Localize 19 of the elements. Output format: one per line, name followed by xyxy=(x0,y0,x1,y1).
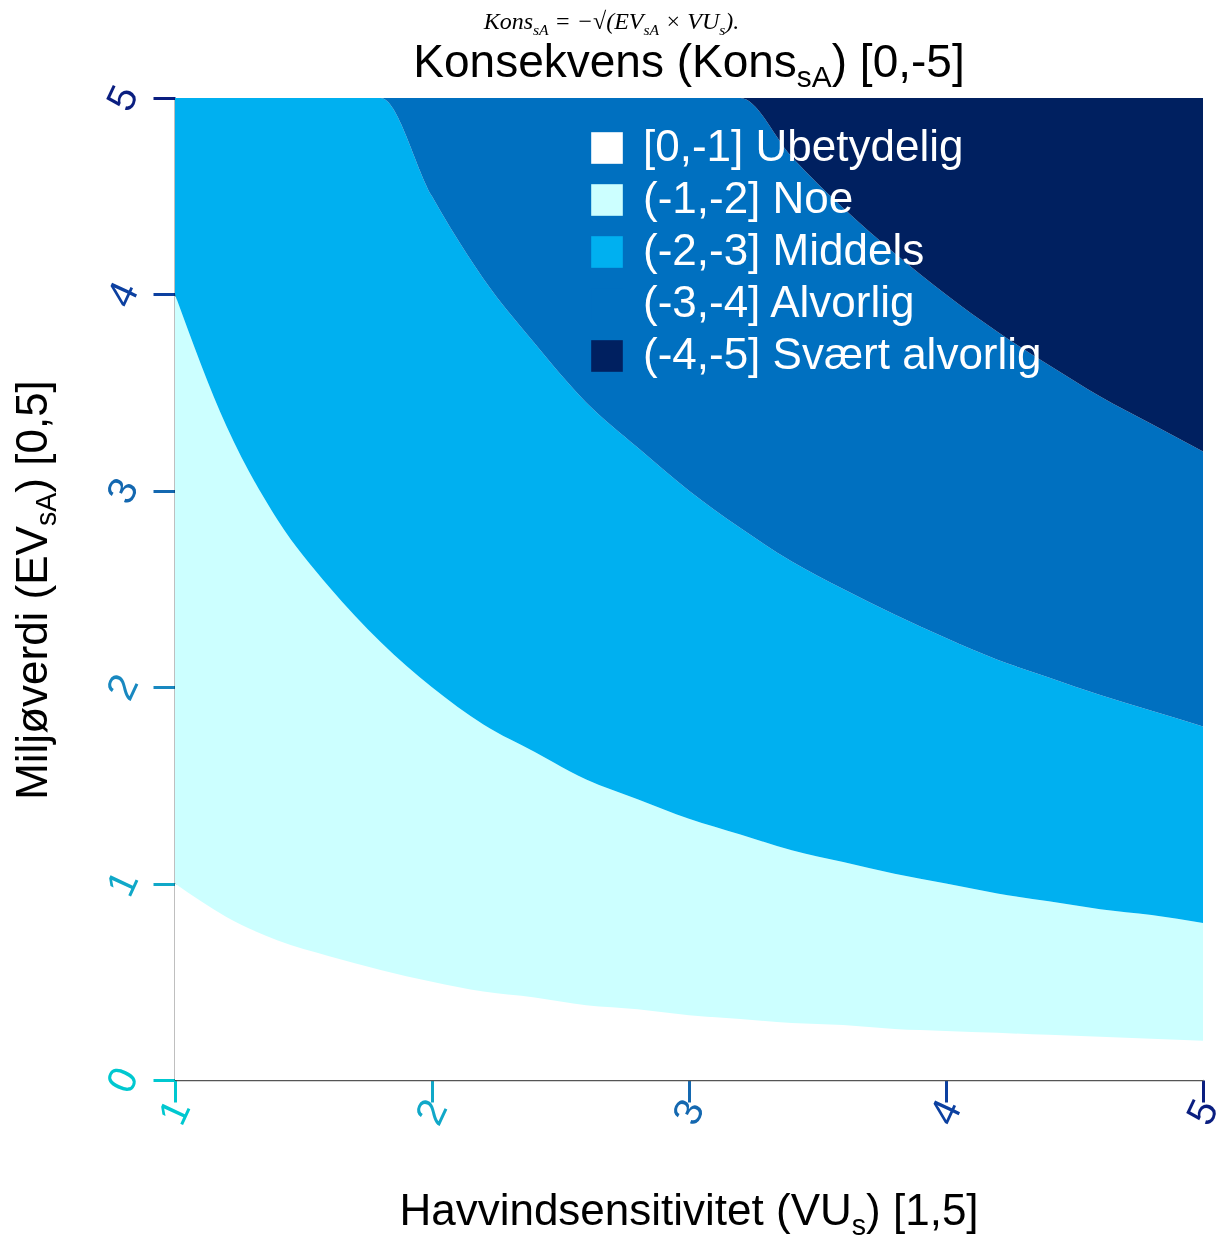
y-tick-label: 1 xyxy=(97,863,147,903)
y-tick-label: 0 xyxy=(97,1060,147,1100)
text: Kons$_{sA}$ = −√(EV$_{sA}$ × VU$_{s}$). xyxy=(483,8,740,38)
x-axis-title: Havvindsensitivitet (VU$_{s}$) [1,5] xyxy=(398,1185,980,1239)
chart-title: Konsekvens (Kons$_{sA}$) [0,-5] xyxy=(412,35,966,95)
x-tick-label: 4 xyxy=(920,1092,970,1132)
legend-label: (-2,-3] Middels xyxy=(643,225,925,274)
y-tick-label: 4 xyxy=(97,274,147,314)
legend-label: (-1,-2] Noe xyxy=(643,173,854,222)
legend-label: (-4,-5] Svært alvorlig xyxy=(643,329,1042,378)
y-tick-label: 2 xyxy=(97,667,147,707)
y-tick-label: 3 xyxy=(97,471,147,510)
series-label: (-3,-4] Alvorlig xyxy=(643,277,915,326)
x-tick-label: 2 xyxy=(406,1092,456,1132)
x-tick-label: 3 xyxy=(663,1092,713,1132)
y-tick-label: 5 xyxy=(97,78,147,118)
x-tick-label: 1 xyxy=(149,1092,199,1132)
x-tick-label: 5 xyxy=(1177,1092,1223,1132)
legend-label: [0,-1] Ubetydelig xyxy=(643,121,964,170)
